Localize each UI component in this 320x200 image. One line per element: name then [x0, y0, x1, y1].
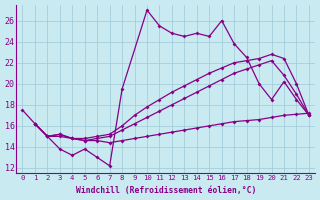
- X-axis label: Windchill (Refroidissement éolien,°C): Windchill (Refroidissement éolien,°C): [76, 186, 256, 195]
